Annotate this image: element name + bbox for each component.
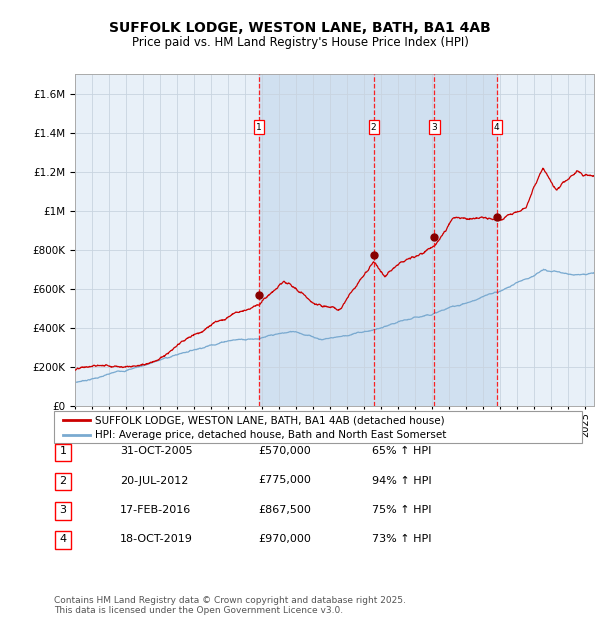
Text: 1: 1 — [256, 123, 262, 131]
Text: 65% ↑ HPI: 65% ↑ HPI — [372, 446, 431, 456]
Text: SUFFOLK LODGE, WESTON LANE, BATH, BA1 4AB (detached house): SUFFOLK LODGE, WESTON LANE, BATH, BA1 4A… — [95, 415, 445, 425]
Text: 3: 3 — [431, 123, 437, 131]
Text: HPI: Average price, detached house, Bath and North East Somerset: HPI: Average price, detached house, Bath… — [95, 430, 446, 440]
Text: 20-JUL-2012: 20-JUL-2012 — [120, 476, 188, 485]
Text: Price paid vs. HM Land Registry's House Price Index (HPI): Price paid vs. HM Land Registry's House … — [131, 36, 469, 48]
Text: 2: 2 — [371, 123, 376, 131]
Text: 3: 3 — [59, 505, 67, 515]
Text: 18-OCT-2019: 18-OCT-2019 — [120, 534, 193, 544]
Text: 73% ↑ HPI: 73% ↑ HPI — [372, 534, 431, 544]
Text: £970,000: £970,000 — [258, 534, 311, 544]
Text: 4: 4 — [59, 534, 67, 544]
Text: SUFFOLK LODGE, WESTON LANE, BATH, BA1 4AB: SUFFOLK LODGE, WESTON LANE, BATH, BA1 4A… — [109, 21, 491, 35]
Text: 94% ↑ HPI: 94% ↑ HPI — [372, 476, 431, 485]
Text: Contains HM Land Registry data © Crown copyright and database right 2025.
This d: Contains HM Land Registry data © Crown c… — [54, 596, 406, 615]
Text: 2: 2 — [59, 476, 67, 485]
Text: 75% ↑ HPI: 75% ↑ HPI — [372, 505, 431, 515]
Text: £570,000: £570,000 — [258, 446, 311, 456]
Text: 31-OCT-2005: 31-OCT-2005 — [120, 446, 193, 456]
Bar — [259, 74, 497, 406]
Text: 4: 4 — [494, 123, 500, 131]
Text: £867,500: £867,500 — [258, 505, 311, 515]
Text: 17-FEB-2016: 17-FEB-2016 — [120, 505, 191, 515]
Text: 1: 1 — [59, 446, 67, 456]
Text: £775,000: £775,000 — [258, 476, 311, 485]
